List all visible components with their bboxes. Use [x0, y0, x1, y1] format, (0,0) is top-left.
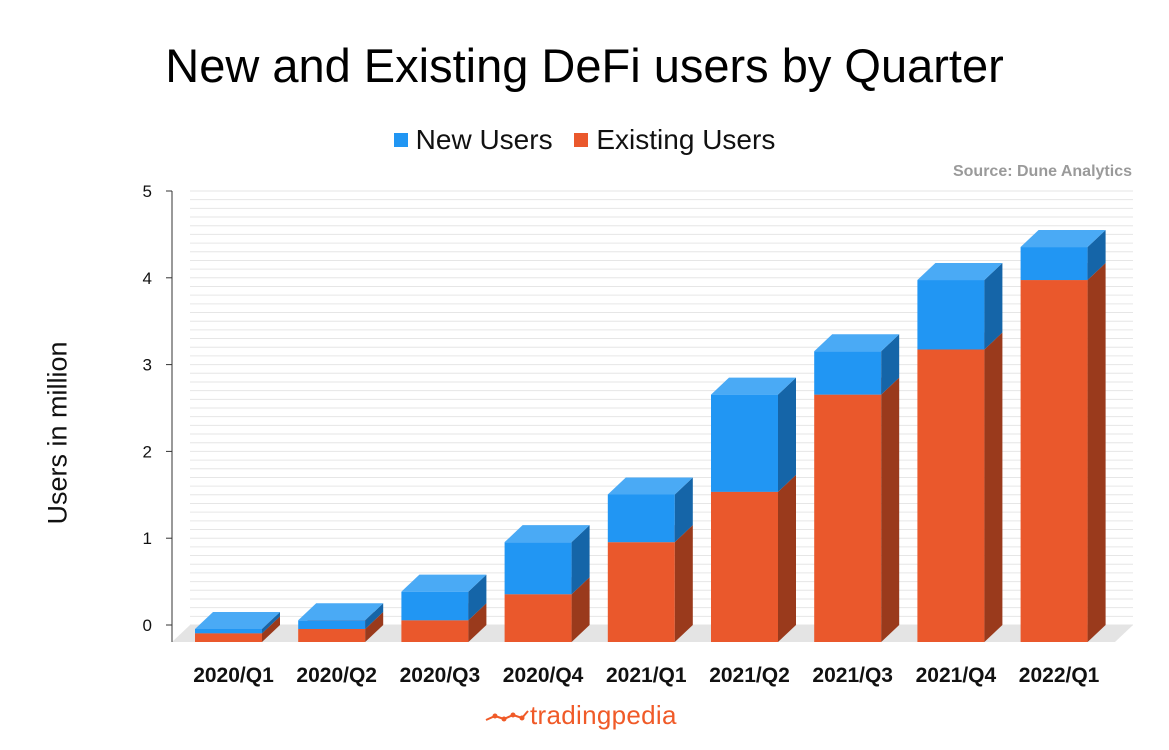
legend: New Users Existing Users [0, 122, 1169, 156]
bar-existing-front [814, 394, 882, 642]
x-tick-label: 2020/Q4 [503, 664, 584, 687]
y-tick-label: 1 [143, 529, 152, 548]
x-tick-label: 2020/Q3 [400, 664, 481, 687]
brand-name: tradingpedia [530, 700, 677, 730]
bar-existing-side [365, 611, 384, 642]
chart-title: New and Existing DeFi users by Quarter [165, 39, 1004, 92]
bar-new-front [195, 628, 262, 634]
bar-existing-front [195, 633, 262, 642]
bar-new-top [917, 263, 1003, 281]
x-tick-label: 2021/Q4 [916, 664, 997, 687]
bar-new [814, 334, 900, 395]
bar-existing [1020, 263, 1106, 642]
y-tick-label: 0 [143, 616, 152, 635]
bar-new-side [365, 603, 384, 629]
bar-new-side [468, 574, 487, 621]
x-tick-label: 2021/Q1 [606, 664, 687, 687]
bar-new [711, 377, 796, 492]
bar-new-front [917, 280, 985, 350]
bar-new-top [814, 334, 900, 352]
legend-item-existing: Existing Users [574, 124, 775, 156]
bar-new-front [298, 620, 366, 629]
bar-existing-side [984, 332, 1003, 642]
bar-new-front [607, 494, 675, 543]
bar-new-side [1087, 230, 1106, 281]
bar-new-top [401, 574, 487, 592]
bar-new-top [298, 603, 384, 621]
brand-logo: tradingpedia [484, 700, 677, 731]
bar-new-top [195, 611, 280, 629]
bar-new-front [1020, 247, 1088, 281]
y-tick-label: 4 [143, 269, 152, 288]
brand-trend-icon [485, 709, 529, 721]
bar-existing [814, 377, 900, 642]
x-tick-label: 2020/Q1 [193, 664, 274, 687]
bar-existing-front [607, 542, 675, 642]
bar-existing [917, 332, 1003, 642]
legend-swatch-existing [574, 133, 589, 147]
bar-new [1020, 230, 1106, 281]
bar-existing-side [881, 377, 900, 642]
bar-existing [607, 525, 693, 642]
bar-existing [711, 474, 796, 642]
bar-new-front [711, 394, 778, 492]
bar-existing-front [504, 594, 572, 642]
bar-new [298, 603, 384, 629]
x-tick-label: 2020/Q2 [296, 664, 377, 687]
bar-existing-side [1087, 263, 1106, 642]
bar-new-side [571, 525, 590, 595]
legend-label-new: New Users [415, 124, 553, 155]
bar-new-top [711, 377, 796, 395]
y-tick-label: 2 [143, 442, 152, 461]
bar-existing-side [571, 577, 590, 642]
bar-new-side [984, 263, 1003, 350]
y-tick-label: 5 [143, 182, 152, 201]
bar-new-top [504, 525, 590, 543]
bar-new-top [607, 477, 693, 495]
bar-existing-front [298, 628, 366, 642]
bar-new [401, 574, 487, 621]
x-tick-label: 2022/Q1 [1019, 664, 1100, 687]
source-note: Source: Dune Analytics [952, 163, 1132, 180]
bar-new-side [262, 611, 280, 634]
bar-new-side [881, 334, 900, 395]
bar-new [607, 477, 693, 543]
bar-new-side [778, 377, 796, 492]
x-tick-label: 2021/Q3 [812, 664, 893, 687]
bar-new-front [504, 542, 572, 595]
bar-existing-front [711, 491, 778, 642]
legend-label-existing: Existing Users [596, 124, 776, 155]
bar-new [195, 611, 280, 634]
bar-existing-side [674, 525, 693, 642]
bar-existing-front [401, 620, 469, 642]
bar-new-top [1020, 230, 1106, 248]
bar-new-side [674, 477, 693, 543]
bar-existing-side [262, 616, 280, 642]
y-tick-label: 3 [143, 356, 152, 375]
legend-swatch-new [393, 133, 408, 147]
bar-existing-side [468, 603, 487, 642]
bar-existing-front [917, 349, 985, 642]
legend-item-new: New Users [393, 124, 553, 156]
bar-new-front [401, 591, 469, 621]
x-tick-label: 2021/Q2 [709, 664, 790, 687]
bar-existing-side [778, 474, 796, 642]
bar-new [917, 263, 1003, 350]
bar-new [504, 525, 590, 595]
bar-new-front [814, 351, 882, 395]
bar-existing-front [1020, 280, 1088, 642]
